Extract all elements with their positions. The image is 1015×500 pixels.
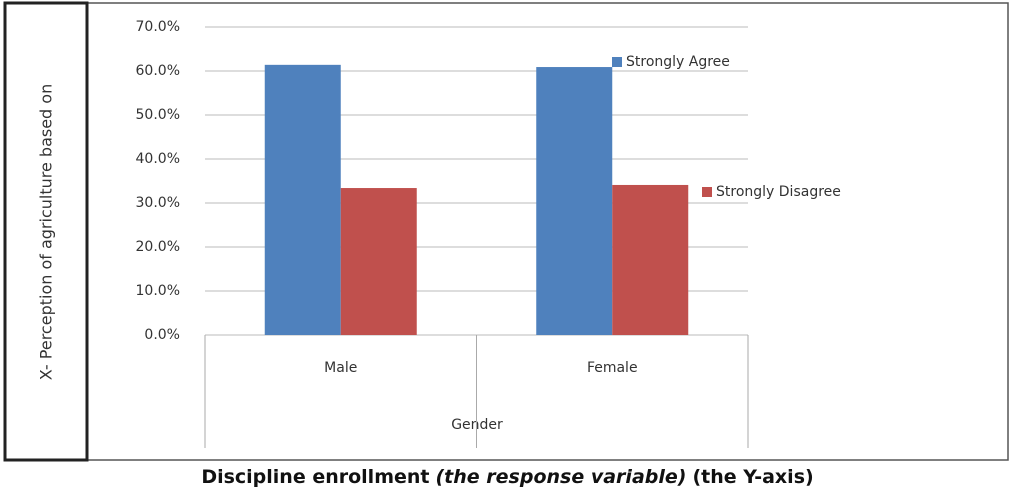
y-tick-label: 0.0%: [144, 327, 180, 343]
caption-part: Discipline enrollment: [201, 466, 430, 488]
bar: [340, 188, 417, 335]
caption-part: (the Y-axis): [692, 466, 814, 488]
y-axis-title: X- Perception of agriculture based on: [37, 84, 56, 380]
legend-label: Strongly Agree: [626, 54, 730, 70]
legend-label: Strongly Disagree: [716, 184, 841, 200]
x-tick-label: Female: [587, 360, 638, 376]
y-label-box: [3, 1, 89, 462]
y-tick-label: 60.0%: [136, 63, 180, 79]
bar: [612, 184, 689, 335]
bar: [536, 67, 613, 335]
x-axis-title: Gender: [451, 417, 503, 433]
caption-part: (the response variable): [435, 466, 687, 488]
bar: [264, 64, 341, 335]
y-tick-label: 10.0%: [136, 283, 180, 299]
legend-swatch: [702, 187, 712, 197]
y-tick-label: 70.0%: [136, 19, 180, 35]
x-tick-label: Male: [324, 360, 357, 376]
caption: Discipline enrollment (the response varia…: [0, 466, 1015, 488]
y-tick-label: 40.0%: [136, 151, 180, 167]
y-tick-label: 20.0%: [136, 239, 180, 255]
chart: X- Perception of agriculture based on Ge…: [3, 1, 1009, 462]
y-tick-label: 30.0%: [136, 195, 180, 211]
legend-swatch: [612, 57, 622, 67]
y-tick-label: 50.0%: [136, 107, 180, 123]
